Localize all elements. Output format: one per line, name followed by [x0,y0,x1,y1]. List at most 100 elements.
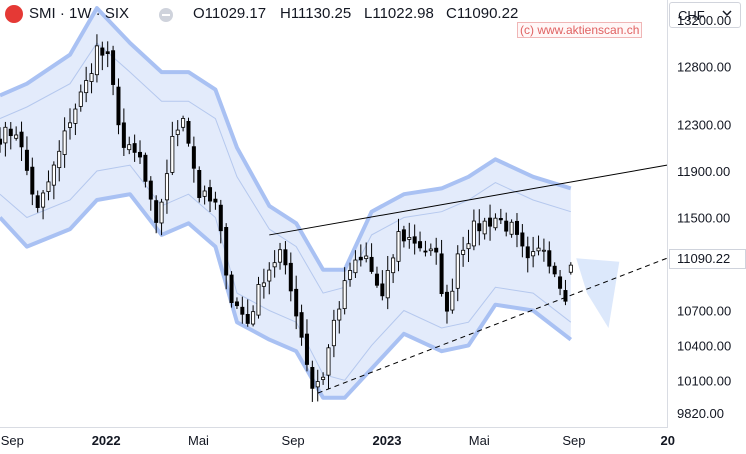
candle[interactable] [536,235,541,256]
candle[interactable] [531,236,536,268]
candle[interactable] [407,222,412,249]
candle[interactable] [3,121,8,157]
candle[interactable] [8,122,13,150]
candle[interactable] [525,236,530,273]
eye-toggle-icon[interactable] [159,8,173,22]
candle[interactable] [267,262,272,295]
time-axis[interactable]: Sep 2022 Mai Sep 2023 Mai Sep 20 [1,433,675,448]
candle[interactable] [186,117,191,147]
candle[interactable] [202,185,207,205]
candle[interactable] [170,121,175,176]
candle[interactable] [315,369,320,402]
candle[interactable] [455,245,460,302]
candle[interactable] [111,45,116,96]
candle[interactable] [380,270,385,301]
candle[interactable] [218,199,223,244]
candle[interactable] [558,270,563,296]
candle[interactable] [488,204,493,241]
candle[interactable] [261,268,266,299]
candle[interactable] [299,304,304,346]
candle[interactable] [197,166,202,203]
candle[interactable] [294,275,299,330]
candle[interactable] [251,305,256,327]
candle[interactable] [374,266,379,288]
candle[interactable] [14,126,19,141]
candle[interactable] [444,284,449,324]
candle[interactable] [132,134,137,162]
candle[interactable] [62,117,67,168]
candle[interactable] [138,140,143,164]
candle[interactable] [471,209,476,251]
candle[interactable] [30,157,35,206]
candle[interactable] [412,224,417,255]
candle[interactable] [46,170,51,201]
candle[interactable] [482,217,487,240]
candle[interactable] [450,278,455,314]
candle[interactable] [477,209,482,246]
candle[interactable] [504,212,509,237]
trendline-solid[interactable] [269,164,668,236]
candle[interactable] [353,250,358,278]
candle[interactable] [35,190,40,213]
candle[interactable] [175,120,180,147]
candle[interactable] [84,66,89,103]
candle[interactable] [326,344,331,390]
candle[interactable] [493,213,498,231]
candle[interactable] [24,136,29,176]
candle[interactable] [423,240,428,257]
candle[interactable] [0,127,3,153]
candle[interactable] [181,115,186,132]
candle[interactable] [234,297,239,309]
candle[interactable] [272,250,277,278]
candle[interactable] [78,84,83,112]
candle[interactable] [563,279,568,306]
candle[interactable] [385,255,390,310]
candle[interactable] [68,108,73,140]
candle[interactable] [396,218,401,272]
candle[interactable] [552,262,557,278]
candle[interactable] [288,252,293,302]
candle[interactable] [100,41,105,71]
candle[interactable] [278,242,283,270]
candle[interactable] [57,140,62,182]
candle[interactable] [520,224,525,258]
candle[interactable] [514,213,519,248]
candle[interactable] [461,236,466,267]
candle[interactable] [342,267,347,315]
candle[interactable] [154,195,159,234]
candle[interactable] [94,34,99,83]
candle[interactable] [568,262,573,275]
candle[interactable] [224,223,229,290]
candle[interactable] [541,238,546,262]
candle[interactable] [331,309,336,358]
candle[interactable] [159,198,164,236]
candle[interactable] [547,241,552,274]
price-axis[interactable]: 9820.00 10100.00 10400.00 10700.00 11500.00 1… [677,13,731,421]
candle[interactable] [439,239,444,297]
currency-selector[interactable]: CHF [669,2,741,28]
candle[interactable] [391,254,396,284]
candle[interactable] [401,225,406,248]
candle[interactable] [321,372,326,385]
candle[interactable] [256,276,261,319]
candle[interactable] [208,179,213,212]
candle[interactable] [509,219,514,238]
candle[interactable] [348,262,353,287]
candle[interactable] [418,231,423,252]
candle[interactable] [105,41,110,68]
candle[interactable] [127,136,132,155]
candle[interactable] [41,189,46,220]
candle[interactable] [369,243,374,274]
symbol-title[interactable]: SMI · 1W · SIX [29,5,130,22]
candle[interactable] [121,108,126,156]
candle[interactable] [148,176,153,211]
candle[interactable] [337,301,342,334]
candle[interactable] [358,244,363,267]
candle[interactable] [428,243,433,256]
candle[interactable] [143,152,148,188]
candle[interactable] [283,241,288,275]
candle[interactable] [434,237,439,265]
candle[interactable] [364,242,369,263]
candle[interactable] [245,299,250,327]
